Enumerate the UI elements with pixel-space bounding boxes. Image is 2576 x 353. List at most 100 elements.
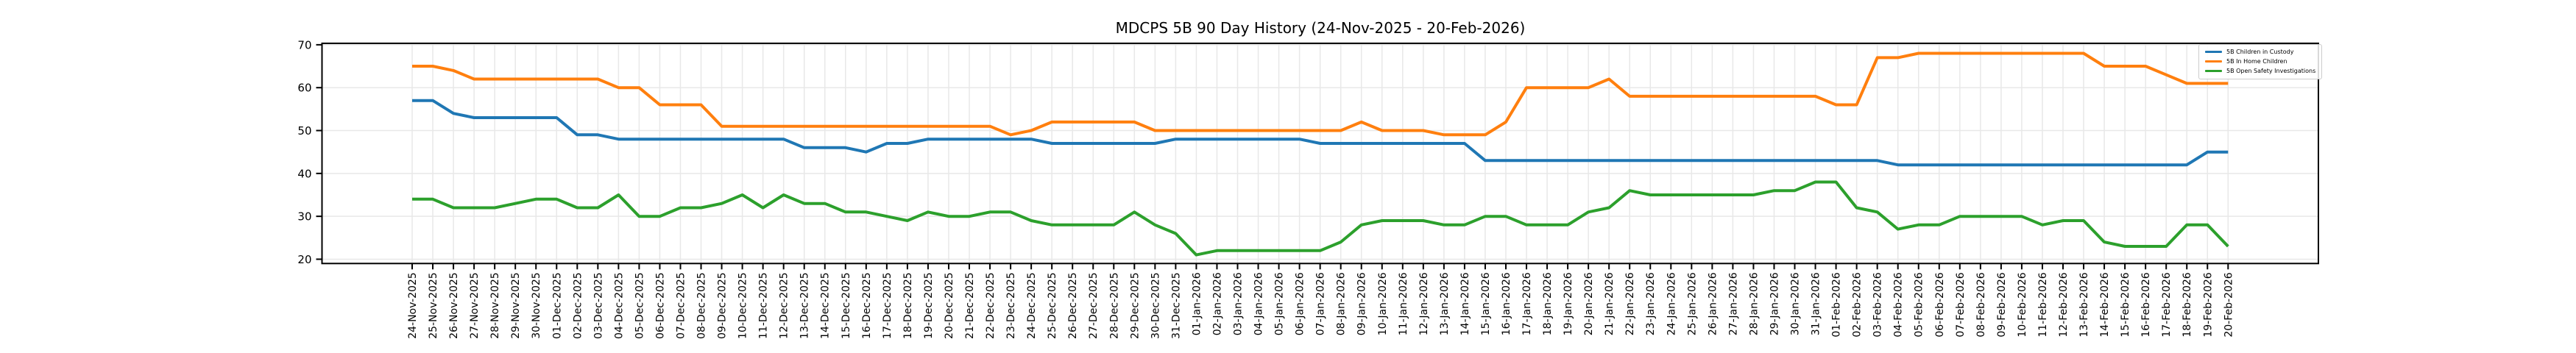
x-tick-label: 28-Dec-2025 xyxy=(1108,272,1120,339)
x-tick-label: 24-Dec-2025 xyxy=(1026,272,1038,339)
legend-line-swatch-children-in-custody xyxy=(2205,51,2222,54)
x-tick-label: 12-Jan-2026 xyxy=(1418,272,1430,335)
x-tick-label: 29-Dec-2025 xyxy=(1129,272,1141,339)
x-tick-label: 02-Feb-2026 xyxy=(1852,272,1864,337)
x-tick-label: 17-Jan-2026 xyxy=(1521,272,1533,335)
x-tick-label: 14-Jan-2026 xyxy=(1459,272,1471,335)
x-tick-label: 26-Jan-2026 xyxy=(1707,272,1719,335)
y-tick-label: 60 xyxy=(297,82,311,95)
x-tick-label: 19-Dec-2025 xyxy=(923,272,935,339)
series-line-5b-open-safety-investigations xyxy=(412,180,2229,257)
x-tick-label: 28-Jan-2026 xyxy=(1748,272,1760,335)
x-tick-label: 22-Jan-2026 xyxy=(1624,272,1636,335)
chart-title: MDCPS 5B 90 Day History (24-Nov-2025 - 2… xyxy=(1115,19,1526,37)
y-tick-label: 30 xyxy=(297,210,311,224)
x-tick-label: 31-Jan-2026 xyxy=(1811,272,1822,335)
legend: 5B Children in Custody 5B In Home Childr… xyxy=(2198,44,2323,79)
x-tick-label: 04-Feb-2026 xyxy=(1893,272,1905,337)
x-tick-label: 18-Feb-2026 xyxy=(2182,272,2193,337)
x-tick-label: 15-Dec-2025 xyxy=(841,272,852,339)
x-tick-label: 15-Feb-2026 xyxy=(2120,272,2131,337)
x-tick-label: 01-Feb-2026 xyxy=(1831,272,1843,337)
x-tick-label: 11-Feb-2026 xyxy=(2037,272,2049,337)
y-tick-label: 70 xyxy=(297,38,311,51)
x-tick-label: 10-Dec-2025 xyxy=(737,272,749,339)
x-tick-label: 10-Feb-2026 xyxy=(2017,272,2028,337)
x-tick-label: 26-Dec-2025 xyxy=(1067,272,1079,339)
x-tick-label: 23-Dec-2025 xyxy=(1005,272,1017,339)
x-tick-label: 03-Feb-2026 xyxy=(1872,272,1884,337)
x-tick-label: 27-Nov-2025 xyxy=(469,272,481,339)
x-tick-label: 30-Jan-2026 xyxy=(1790,272,1802,335)
x-tick-label: 16-Dec-2025 xyxy=(861,272,873,339)
x-tick-label: 20-Jan-2026 xyxy=(1583,272,1595,335)
x-tick-label: 25-Dec-2025 xyxy=(1047,272,1058,339)
x-tick-label: 14-Dec-2025 xyxy=(820,272,832,339)
x-tick-label: 27-Jan-2026 xyxy=(1727,272,1739,335)
x-tick-label: 13-Dec-2025 xyxy=(799,272,811,339)
x-tick-label: 08-Feb-2026 xyxy=(1975,272,1987,337)
x-tick-label: 21-Dec-2025 xyxy=(964,272,976,339)
legend-label: 5B Children in Custody xyxy=(2226,49,2294,55)
x-tick-label: 12-Dec-2025 xyxy=(779,272,790,339)
x-tick-label: 20-Dec-2025 xyxy=(944,272,955,339)
x-tick-label: 01-Jan-2026 xyxy=(1191,272,1203,335)
x-tick-label: 09-Jan-2026 xyxy=(1356,272,1368,335)
x-tick-label: 24-Jan-2026 xyxy=(1666,272,1677,335)
x-tick-label: 04-Dec-2025 xyxy=(613,272,625,339)
x-tick-label: 02-Jan-2026 xyxy=(1211,272,1223,335)
x-tick-label: 05-Feb-2026 xyxy=(1914,272,1925,337)
legend-item-children-in-custody: 5B Children in Custody xyxy=(2205,49,2315,55)
x-tick-label: 05-Dec-2025 xyxy=(634,272,645,339)
x-tick-label: 08-Dec-2025 xyxy=(696,272,708,339)
x-tick-label: 06-Jan-2026 xyxy=(1295,272,1306,335)
x-tick-label: 18-Jan-2026 xyxy=(1542,272,1554,335)
x-tick-label: 08-Jan-2026 xyxy=(1336,272,1348,335)
x-tick-label: 16-Feb-2026 xyxy=(2140,272,2152,337)
x-tick-label: 30-Dec-2025 xyxy=(1150,272,1161,339)
x-tick-label: 31-Dec-2025 xyxy=(1170,272,1182,339)
x-tick-label: 09-Feb-2026 xyxy=(1996,272,2008,337)
legend-label: 5B Open Safety Investigations xyxy=(2226,68,2316,75)
x-tick-label: 16-Jan-2026 xyxy=(1501,272,1512,335)
legend-item-in-home-children: 5B In Home Children xyxy=(2205,58,2315,65)
x-tick-label: 07-Dec-2025 xyxy=(675,272,687,339)
x-tick-label: 22-Dec-2025 xyxy=(985,272,997,339)
x-tick-label: 11-Dec-2025 xyxy=(758,272,770,339)
x-tick-label: 05-Jan-2026 xyxy=(1274,272,1286,335)
y-tick-label: 20 xyxy=(297,253,311,266)
series-line-5b-children-in-custody xyxy=(412,99,2229,167)
x-tick-label: 25-Nov-2025 xyxy=(428,272,439,339)
x-tick-label: 06-Dec-2025 xyxy=(654,272,666,339)
x-tick-label: 21-Jan-2026 xyxy=(1604,272,1616,335)
x-tick-label: 03-Dec-2025 xyxy=(592,272,604,339)
x-tick-label: 17-Feb-2026 xyxy=(2161,272,2173,337)
x-tick-label: 02-Dec-2025 xyxy=(572,272,584,339)
x-tick-label: 03-Jan-2026 xyxy=(1233,272,1245,335)
y-tick-label: 40 xyxy=(297,167,311,180)
x-tick-label: 01-Dec-2025 xyxy=(551,272,563,339)
x-tick-label: 13-Feb-2026 xyxy=(2078,272,2090,337)
legend-label: 5B In Home Children xyxy=(2226,58,2287,65)
x-tick-label: 13-Jan-2026 xyxy=(1439,272,1451,335)
x-tick-label: 19-Jan-2026 xyxy=(1563,272,1574,335)
x-tick-label: 15-Jan-2026 xyxy=(1480,272,1492,335)
x-tick-label: 28-Nov-2025 xyxy=(489,272,501,339)
x-tick-label: 25-Jan-2026 xyxy=(1686,272,1698,335)
x-tick-label: 06-Feb-2026 xyxy=(1934,272,1946,337)
x-tick-label: 30-Nov-2025 xyxy=(531,272,542,339)
x-tick-label: 04-Jan-2026 xyxy=(1253,272,1265,335)
x-tick-label: 10-Jan-2026 xyxy=(1377,272,1389,335)
x-tick-label: 23-Jan-2026 xyxy=(1645,272,1657,335)
x-tick-label: 24-Nov-2025 xyxy=(407,272,419,339)
x-tick-label: 18-Dec-2025 xyxy=(902,272,914,339)
x-tick-label: 20-Feb-2026 xyxy=(2223,272,2234,337)
legend-line-swatch-open-safety-investigations xyxy=(2205,70,2222,73)
x-tick-label: 29-Nov-2025 xyxy=(510,272,522,339)
series-line-5b-in-home-children xyxy=(412,51,2229,137)
x-tick-label: 07-Feb-2026 xyxy=(1955,272,1967,337)
x-tick-label: 29-Jan-2026 xyxy=(1769,272,1780,335)
x-tick-label: 09-Dec-2025 xyxy=(717,272,729,339)
